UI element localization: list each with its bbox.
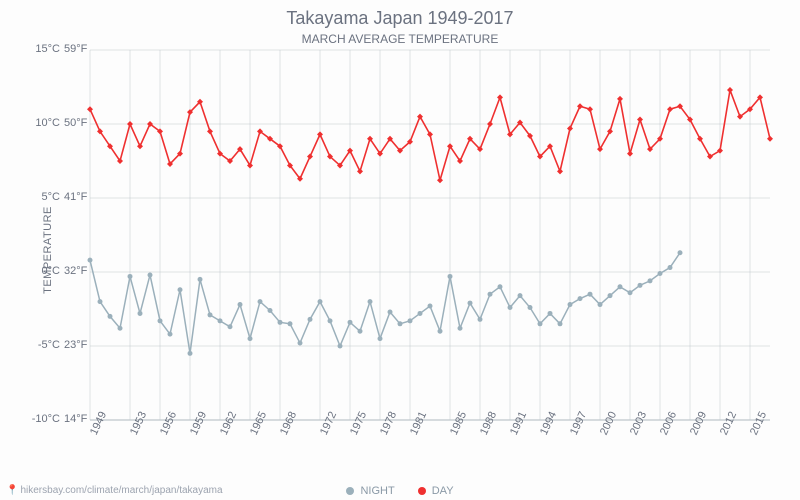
y-tick-celsius: 15°C: [20, 43, 60, 55]
plot-area: [90, 50, 770, 420]
legend-label-night: NIGHT: [360, 485, 394, 497]
y-tick-celsius: 5°C: [20, 191, 60, 203]
chart-subtitle: MARCH AVERAGE TEMPERATURE: [0, 32, 800, 46]
y-tick-fahrenheit: 41°F: [64, 191, 94, 203]
y-tick-celsius: 0°C: [20, 265, 60, 277]
chart-title: Takayama Japan 1949-2017: [0, 8, 800, 29]
y-tick-fahrenheit: 14°F: [64, 413, 94, 425]
y-tick-celsius: 10°C: [20, 117, 60, 129]
legend-item-night: NIGHT: [346, 485, 394, 497]
legend-marker-night: [346, 487, 354, 495]
chart-svg: [90, 50, 770, 420]
y-tick-fahrenheit: 50°F: [64, 117, 94, 129]
attribution: 📍hikersbay.com/climate/march/japan/takay…: [6, 485, 223, 496]
y-tick-fahrenheit: 23°F: [64, 339, 94, 351]
pin-icon: 📍: [6, 485, 18, 496]
y-tick-fahrenheit: 59°F: [64, 43, 94, 55]
y-axis-label: TEMPERATURE: [42, 206, 54, 294]
y-tick-fahrenheit: 32°F: [64, 265, 94, 277]
attribution-text: hikersbay.com/climate/march/japan/takaya…: [20, 485, 222, 496]
legend-marker-day: [418, 487, 426, 495]
y-tick-celsius: -5°C: [20, 339, 60, 351]
chart-container: Takayama Japan 1949-2017 MARCH AVERAGE T…: [0, 0, 800, 500]
legend-item-day: DAY: [418, 485, 454, 497]
y-tick-celsius: -10°C: [20, 413, 60, 425]
legend-label-day: DAY: [432, 485, 454, 497]
